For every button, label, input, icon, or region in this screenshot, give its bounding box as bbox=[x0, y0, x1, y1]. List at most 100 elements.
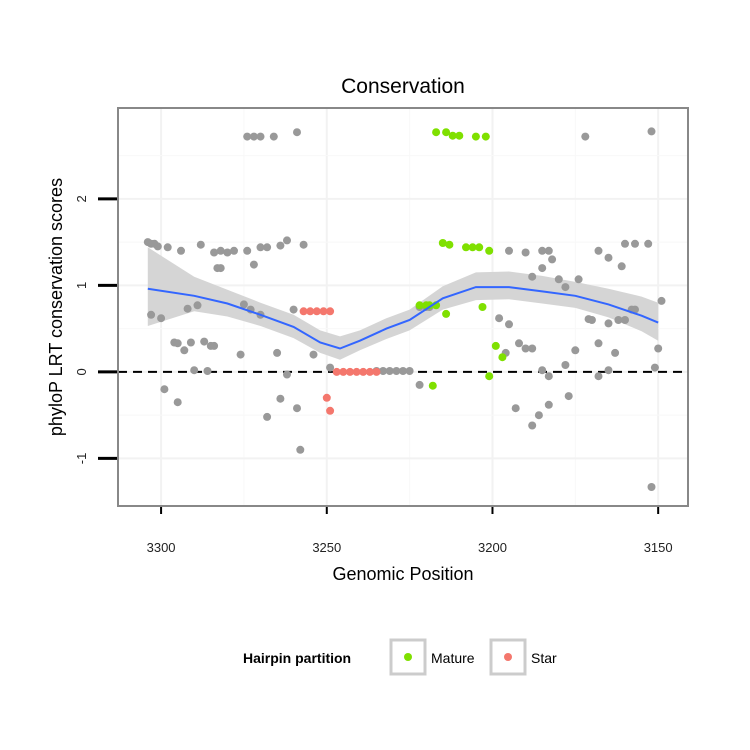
point-other bbox=[495, 314, 504, 323]
legend-title: Hairpin partition bbox=[243, 650, 351, 666]
point-other bbox=[604, 366, 613, 375]
point-other bbox=[293, 128, 301, 137]
point-other bbox=[631, 239, 639, 248]
point-other bbox=[528, 272, 537, 281]
point-other bbox=[647, 483, 656, 491]
point-other bbox=[544, 372, 553, 381]
point-mature bbox=[468, 243, 477, 252]
point-star bbox=[339, 367, 348, 376]
point-other bbox=[210, 248, 219, 257]
point-other bbox=[561, 361, 570, 369]
point-star bbox=[299, 307, 308, 316]
point-other bbox=[594, 246, 603, 255]
y-axis-title: phyloP LRT conservation scores bbox=[46, 178, 66, 436]
point-other bbox=[379, 367, 388, 375]
point-other bbox=[216, 246, 225, 255]
x-axis-title: Genomic Position bbox=[332, 564, 473, 584]
point-other bbox=[644, 239, 653, 248]
point-other bbox=[249, 260, 258, 269]
point-other bbox=[515, 339, 523, 348]
point-other bbox=[574, 275, 583, 284]
point-mature bbox=[428, 381, 437, 390]
point-star bbox=[332, 367, 341, 376]
point-star bbox=[306, 307, 315, 316]
point-other bbox=[289, 305, 298, 314]
point-other bbox=[505, 246, 513, 255]
point-other bbox=[243, 132, 252, 141]
point-other bbox=[157, 314, 166, 323]
chart-title: Conservation bbox=[341, 75, 465, 98]
point-mature bbox=[491, 341, 500, 350]
point-star bbox=[322, 393, 331, 402]
y-tick-label: -1 bbox=[74, 453, 89, 465]
point-other bbox=[236, 350, 245, 359]
point-other bbox=[216, 264, 225, 273]
point-other bbox=[611, 348, 620, 357]
point-other bbox=[147, 310, 156, 319]
legend-entry-mature: Mature bbox=[389, 638, 475, 676]
point-mature bbox=[442, 128, 451, 137]
point-mature bbox=[485, 372, 494, 381]
point-mature bbox=[462, 243, 470, 252]
point-mature bbox=[498, 353, 507, 362]
point-other bbox=[296, 445, 305, 454]
point-mature bbox=[442, 309, 451, 318]
point-other bbox=[564, 392, 573, 401]
point-other bbox=[538, 264, 547, 273]
y-tick-label: 0 bbox=[74, 368, 89, 375]
axes: 3300 3250 3200 3150 -1 0 1 2 bbox=[74, 195, 673, 555]
point-other bbox=[273, 348, 282, 357]
point-other bbox=[621, 316, 629, 324]
point-other bbox=[534, 411, 543, 420]
point-mature bbox=[448, 131, 457, 140]
point-other bbox=[621, 239, 629, 248]
smooth-line bbox=[147, 286, 659, 350]
point-other bbox=[548, 255, 557, 264]
point-other bbox=[594, 339, 603, 348]
point-star bbox=[346, 367, 354, 376]
point-other bbox=[657, 296, 666, 305]
point-star bbox=[326, 307, 335, 316]
point-star bbox=[359, 367, 368, 376]
point-other bbox=[511, 404, 520, 413]
point-other bbox=[183, 304, 192, 313]
point-star bbox=[352, 367, 361, 376]
point-other bbox=[193, 301, 202, 310]
point-other bbox=[392, 367, 401, 375]
point-other bbox=[239, 300, 248, 309]
legend-label-mature: Mature bbox=[431, 650, 475, 666]
point-mature bbox=[481, 132, 490, 141]
point-other bbox=[581, 132, 590, 141]
point-other bbox=[505, 320, 513, 329]
point-other bbox=[528, 421, 537, 430]
point-other bbox=[186, 338, 195, 347]
point-mature bbox=[478, 303, 487, 311]
point-other bbox=[153, 242, 162, 251]
point-star bbox=[326, 406, 335, 415]
legend-key-star bbox=[489, 638, 527, 676]
point-other bbox=[256, 243, 265, 252]
point-mature bbox=[438, 239, 447, 247]
point-other bbox=[654, 344, 663, 353]
point-other bbox=[544, 246, 553, 255]
x-tick-label: 3150 bbox=[644, 540, 673, 555]
point-other bbox=[230, 246, 238, 255]
point-other bbox=[263, 243, 272, 252]
point-other bbox=[571, 346, 580, 355]
legend: Hairpin partition Mature Star bbox=[243, 638, 557, 676]
point-other bbox=[173, 339, 182, 348]
point-star bbox=[372, 367, 381, 376]
point-other bbox=[544, 400, 553, 409]
panel-border bbox=[117, 107, 689, 507]
x-tick-label: 3300 bbox=[147, 540, 176, 555]
point-other bbox=[604, 253, 613, 262]
point-other bbox=[594, 372, 603, 381]
legend-dot-star bbox=[504, 653, 512, 661]
point-star bbox=[312, 307, 321, 316]
point-mature bbox=[432, 128, 441, 137]
point-other bbox=[521, 248, 530, 257]
legend-entry-star: Star bbox=[489, 638, 557, 676]
point-other bbox=[385, 367, 394, 375]
point-other bbox=[196, 240, 205, 249]
